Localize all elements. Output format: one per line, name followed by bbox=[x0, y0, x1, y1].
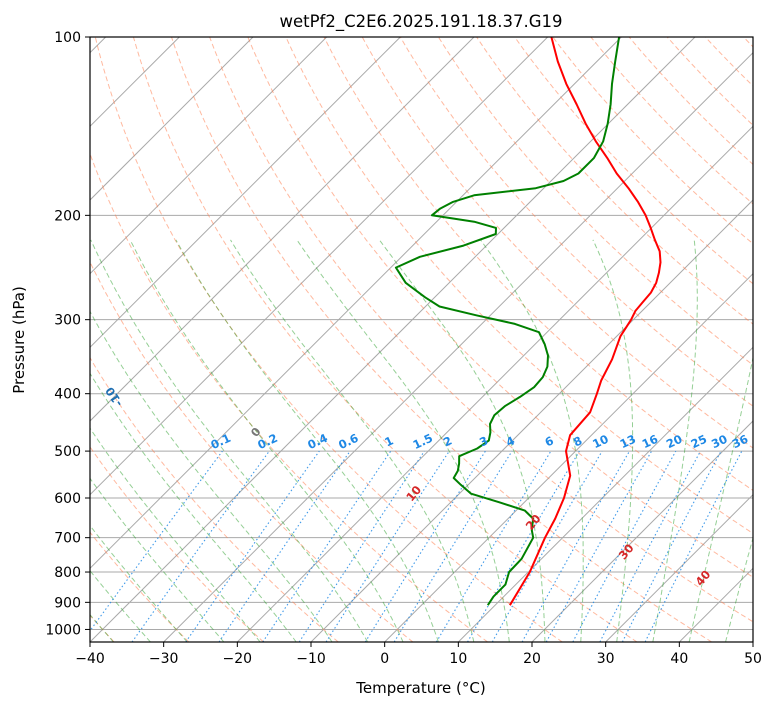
mixing-ratio-label: 13 bbox=[618, 432, 638, 451]
dry-adiabat-line bbox=[132, 37, 638, 642]
isotherm-line bbox=[90, 37, 254, 201]
y-tick-label: 300 bbox=[54, 313, 81, 329]
mixing-ratio-line bbox=[131, 450, 270, 642]
mixing-ratio-line bbox=[521, 450, 630, 642]
x-tick-label: −30 bbox=[149, 651, 179, 667]
moist-adiabat-line bbox=[90, 427, 261, 642]
y-tick-label: 1000 bbox=[45, 622, 81, 638]
isotherm-line bbox=[236, 125, 753, 642]
y-tick-label: 600 bbox=[54, 491, 81, 507]
moist-adiabat-line bbox=[90, 477, 225, 642]
mixing-ratio-line bbox=[572, 450, 677, 642]
axis-ticks: −40 −30 −20 −10 0 10 20 30 40 50 1000 900 800 700 600 5… bbox=[45, 30, 762, 667]
mixing-ratio-label: 10 bbox=[590, 432, 610, 451]
y-tick-label: 100 bbox=[54, 30, 81, 46]
dry-adiabat-line bbox=[361, 37, 753, 449]
isotherm-line bbox=[90, 37, 475, 422]
y-tick-label: 200 bbox=[54, 208, 81, 224]
y-tick-label: 700 bbox=[54, 531, 81, 547]
x-tick-label: 40 bbox=[670, 651, 688, 667]
moist-adiabat-line bbox=[592, 239, 634, 642]
isotherm-line bbox=[90, 37, 549, 496]
chart-title: wetPf2_C2E6.2025.191.18.37.G19 bbox=[279, 12, 562, 32]
mixing-ratio-line bbox=[262, 450, 392, 642]
dry-adiabat-line bbox=[399, 37, 753, 407]
moist-adiabat-line bbox=[90, 524, 188, 642]
temperature-profile bbox=[509, 37, 662, 606]
moist-adiabat-line bbox=[175, 239, 439, 642]
mixing-ratio-line bbox=[185, 450, 320, 642]
dry-adiabat-line bbox=[90, 152, 488, 642]
isotherm-line bbox=[457, 346, 753, 642]
moist-adiabat-line bbox=[652, 239, 698, 642]
plot-area: -100-90-80-70-60-50-40-30-20-10010203040… bbox=[90, 37, 753, 642]
x-tick-label: 20 bbox=[523, 651, 541, 667]
mixing-ratio-label: 30 bbox=[709, 432, 729, 451]
mixing-ratio-label: 16 bbox=[640, 432, 660, 451]
axes-frame bbox=[89, 36, 754, 643]
y-tick-label: 800 bbox=[54, 565, 81, 581]
moist-adiabat-line bbox=[129, 239, 404, 642]
x-tick-label: −10 bbox=[296, 651, 326, 667]
dry-adiabat-line bbox=[90, 531, 190, 642]
isotherm-line bbox=[531, 420, 753, 642]
moist-adiabat-line bbox=[90, 239, 369, 642]
dry-adiabat-line bbox=[90, 356, 339, 642]
isotherm-line bbox=[90, 37, 622, 570]
x-tick-label: −20 bbox=[223, 651, 253, 667]
x-tick-label: −40 bbox=[75, 651, 105, 667]
isotherm-line bbox=[90, 37, 328, 275]
moist-adiabat-line bbox=[378, 239, 546, 642]
mixing-ratio-label: 36 bbox=[730, 432, 750, 451]
moist-adiabat-line bbox=[230, 239, 475, 642]
x-tick-label: 10 bbox=[449, 651, 467, 667]
moist-adiabat-line bbox=[90, 569, 151, 642]
y-tick-label: 900 bbox=[54, 595, 81, 611]
isotherm-line bbox=[605, 493, 753, 642]
dewpoint-profile bbox=[394, 37, 621, 606]
mixing-ratio-label: 20 bbox=[664, 432, 684, 451]
mixing-ratio-line bbox=[90, 450, 223, 632]
x-tick-label: 50 bbox=[744, 651, 762, 667]
dry-adiabat-line bbox=[514, 37, 753, 285]
y-tick-label: 400 bbox=[54, 387, 81, 403]
dry-adiabat-line bbox=[437, 37, 753, 366]
mixing-ratio-line bbox=[393, 450, 513, 642]
y-axis-title: Pressure (hPa) bbox=[10, 286, 28, 394]
moist-adiabat-line bbox=[480, 239, 584, 642]
mixing-ratio-line bbox=[325, 450, 450, 642]
mixing-ratio-line bbox=[218, 450, 351, 642]
mixing-ratio-line bbox=[545, 450, 653, 642]
dry-adiabat-line bbox=[247, 37, 753, 578]
mixing-ratio-label: 25 bbox=[689, 432, 709, 451]
moist-adiabat-line bbox=[296, 239, 510, 642]
isotherm-line bbox=[90, 37, 401, 349]
moist-adiabat-line bbox=[90, 310, 333, 642]
dry-adiabat-line bbox=[323, 37, 753, 491]
x-tick-label: 0 bbox=[380, 651, 389, 667]
mixing-ratio-line bbox=[298, 450, 425, 642]
plot-border bbox=[89, 36, 754, 643]
x-axis-title: Temperature (°C) bbox=[355, 679, 485, 697]
x-tick-label: 30 bbox=[597, 651, 615, 667]
mixing-ratio-line bbox=[644, 450, 743, 642]
dry-adiabat-line bbox=[90, 260, 414, 642]
dry-adiabat-line bbox=[90, 446, 264, 642]
isotherm-line bbox=[163, 51, 753, 642]
dry-adiabat-line bbox=[171, 37, 712, 642]
dry-adiabat-line bbox=[209, 37, 753, 623]
y-tick-label: 500 bbox=[54, 444, 81, 460]
isotherm-line bbox=[384, 272, 753, 642]
dry-adiabat-line bbox=[285, 37, 753, 535]
moist-adiabat-line bbox=[688, 355, 753, 642]
